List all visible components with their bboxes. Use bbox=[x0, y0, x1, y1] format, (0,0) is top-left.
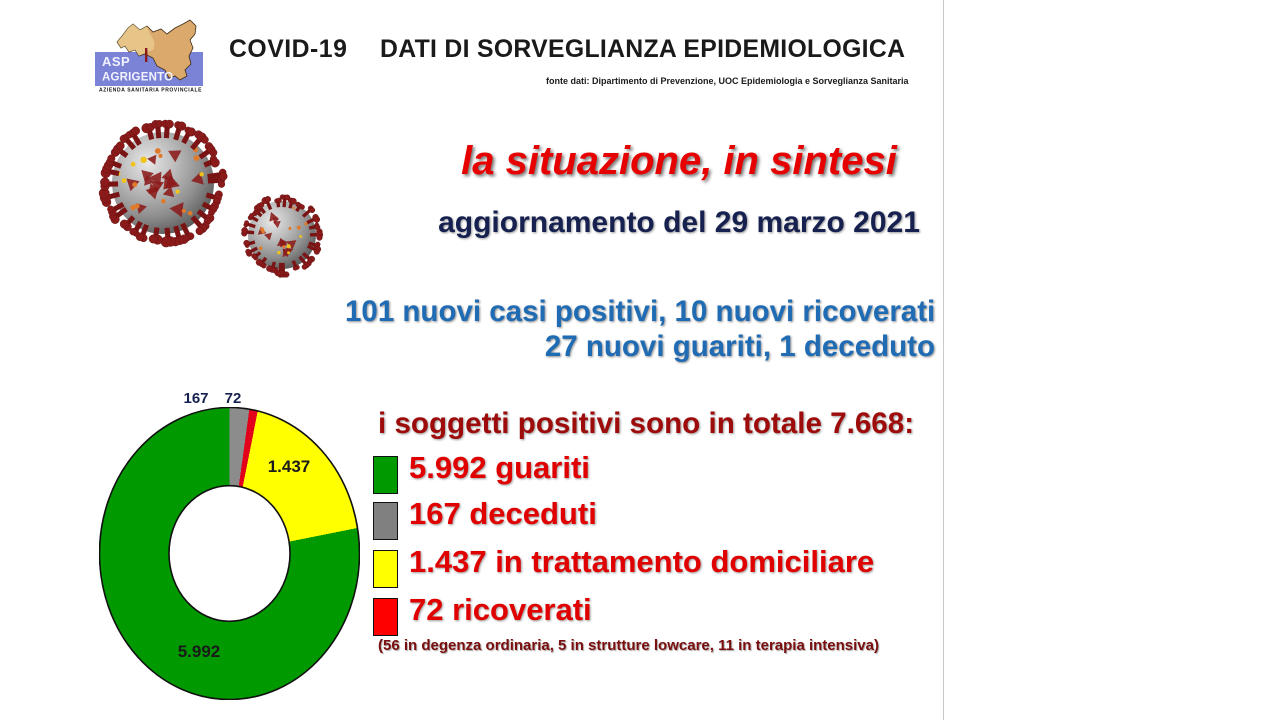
svg-text:AGRIGENTO: AGRIGENTO bbox=[102, 72, 173, 84]
svg-text:ASP: ASP bbox=[102, 54, 130, 69]
svg-text:AZIENDA SANITARIA PROVINCIAL: AZIENDA SANITARIA PROVINCIALE bbox=[99, 88, 202, 94]
